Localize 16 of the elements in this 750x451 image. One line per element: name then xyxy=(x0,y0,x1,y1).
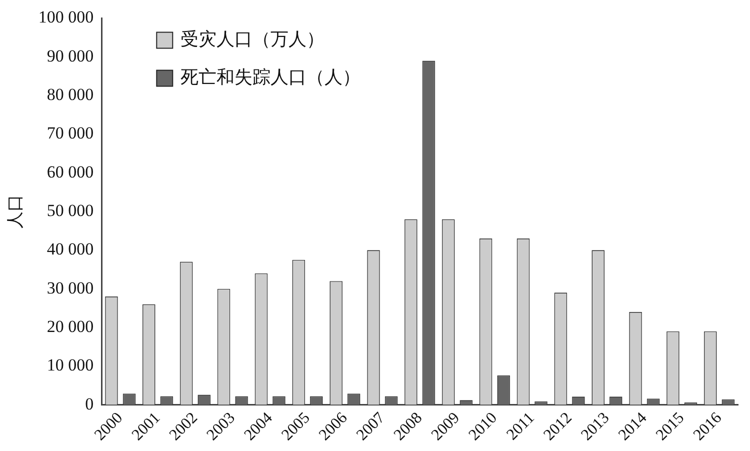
y-tick-label: 10 000 xyxy=(46,356,94,375)
legend-label: 死亡和失踪人口（人） xyxy=(180,66,361,87)
x-tick-label: 2001 xyxy=(128,409,164,444)
y-tick-label: 40 000 xyxy=(46,240,94,259)
y-tick-label: 70 000 xyxy=(46,124,94,143)
y-tick-label: 0 xyxy=(85,394,94,414)
y-tick-label: 50 000 xyxy=(46,200,94,220)
y-tick-label: 60 000 xyxy=(46,162,94,182)
y-tick-label: 20 000 xyxy=(46,316,94,336)
legend-label: 受灾人口（万人） xyxy=(180,28,325,49)
x-tick-label: 2011 xyxy=(504,409,538,444)
y-tick-label: 90 000 xyxy=(46,46,94,66)
y-tick-label: 30 000 xyxy=(46,278,94,298)
y-axis-title: 人口 xyxy=(6,194,25,228)
y-tick-label: 100 000 xyxy=(38,8,94,27)
y-tick-label: 80 000 xyxy=(46,84,94,104)
